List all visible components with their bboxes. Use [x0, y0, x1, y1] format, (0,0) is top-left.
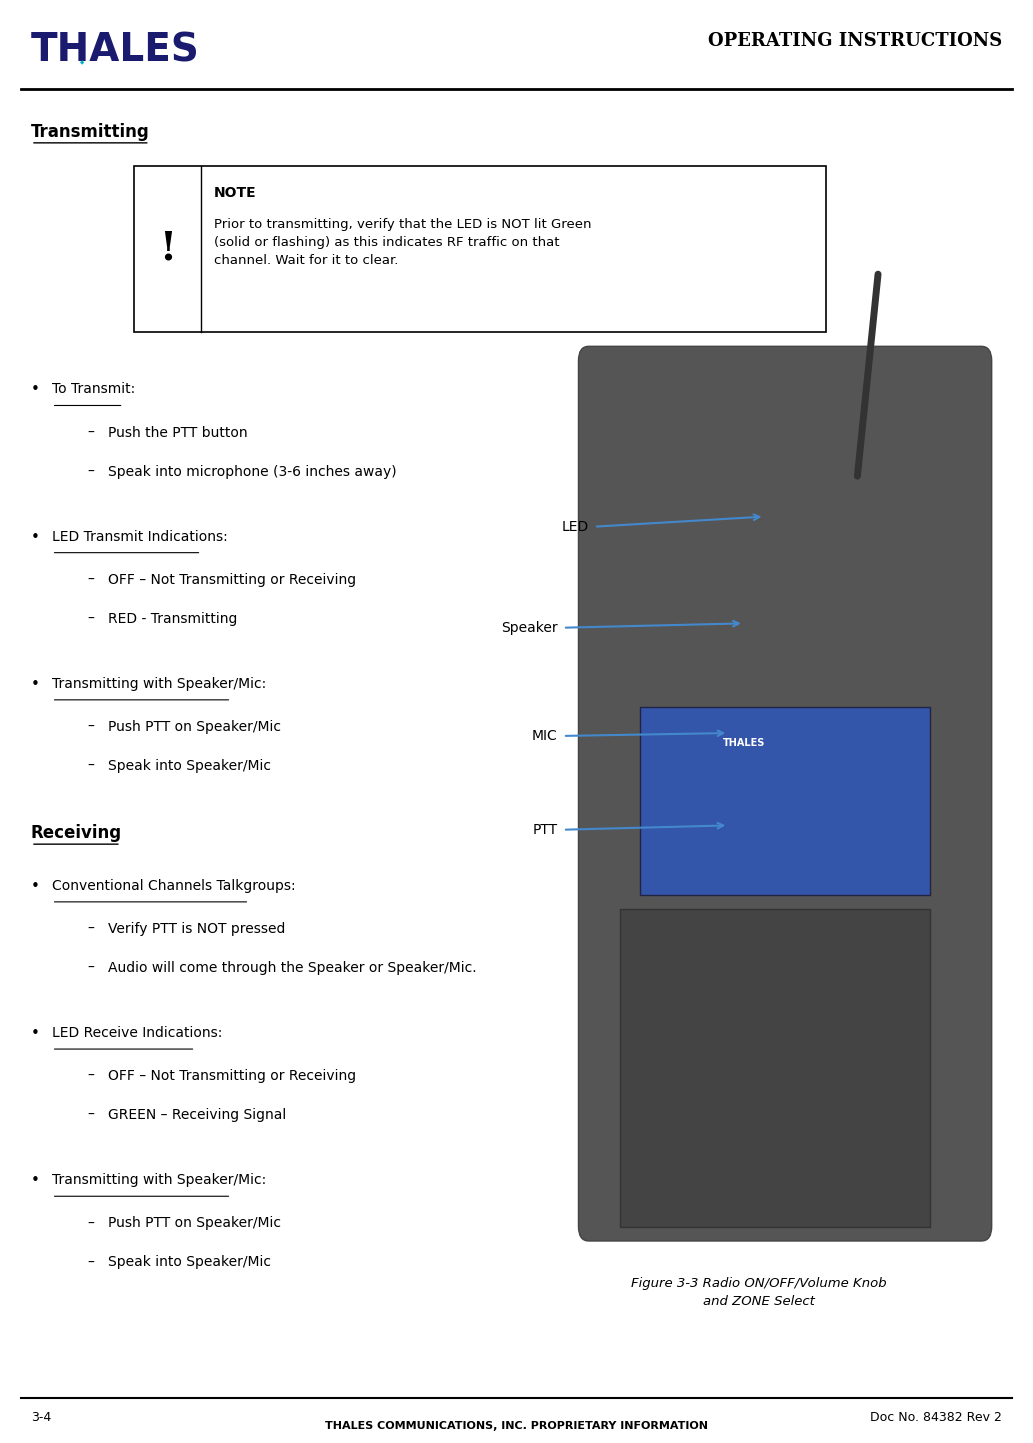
FancyBboxPatch shape [620, 909, 930, 1227]
FancyBboxPatch shape [578, 346, 992, 1241]
Text: LED: LED [562, 519, 589, 534]
FancyBboxPatch shape [640, 707, 930, 895]
Text: THALES COMMUNICATIONS, INC. PROPRIETARY INFORMATION: THALES COMMUNICATIONS, INC. PROPRIETARY … [325, 1421, 708, 1431]
Text: Audio will come through the Speaker or Speaker/Mic.: Audio will come through the Speaker or S… [108, 961, 477, 975]
Text: Figure 3-3 Radio ON/OFF/Volume Knob
and ZONE Select: Figure 3-3 Radio ON/OFF/Volume Knob and … [631, 1277, 887, 1307]
Text: •: • [31, 677, 40, 691]
Text: Prior to transmitting, verify that the LED is NOT lit Green
(solid or flashing) : Prior to transmitting, verify that the L… [214, 218, 591, 267]
Text: LED Transmit Indications:: LED Transmit Indications: [52, 530, 227, 544]
Text: NOTE: NOTE [214, 186, 256, 201]
Text: Transmitting with Speaker/Mic:: Transmitting with Speaker/Mic: [52, 1173, 265, 1188]
FancyBboxPatch shape [134, 166, 826, 332]
Text: 3-4: 3-4 [31, 1411, 52, 1424]
Text: Doc No. 84382 Rev 2: Doc No. 84382 Rev 2 [870, 1411, 1002, 1424]
Text: To Transmit:: To Transmit: [52, 382, 135, 397]
Text: LED Receive Indications:: LED Receive Indications: [52, 1026, 222, 1040]
Text: Conventional Channels Talkgroups:: Conventional Channels Talkgroups: [52, 879, 295, 893]
Text: Push PTT on Speaker/Mic: Push PTT on Speaker/Mic [108, 720, 281, 734]
Text: PTT: PTT [533, 823, 558, 837]
Text: ◆: ◆ [80, 61, 84, 65]
Text: –: – [88, 922, 95, 937]
Text: –: – [88, 465, 95, 479]
Text: –: – [88, 720, 95, 734]
Text: OFF – Not Transmitting or Receiving: OFF – Not Transmitting or Receiving [108, 1069, 356, 1084]
Text: –: – [88, 1069, 95, 1084]
Text: –: – [88, 612, 95, 626]
Text: Push PTT on Speaker/Mic: Push PTT on Speaker/Mic [108, 1216, 281, 1231]
Text: Receiving: Receiving [31, 824, 122, 841]
Text: •: • [31, 1026, 40, 1040]
Text: THALES: THALES [31, 32, 199, 69]
Text: –: – [88, 573, 95, 587]
Text: –: – [88, 1255, 95, 1270]
Text: –: – [88, 1216, 95, 1231]
Text: Speak into Speaker/Mic: Speak into Speaker/Mic [108, 1255, 272, 1270]
Text: GREEN – Receiving Signal: GREEN – Receiving Signal [108, 1108, 287, 1123]
Text: Speak into microphone (3-6 inches away): Speak into microphone (3-6 inches away) [108, 465, 397, 479]
Text: OFF – Not Transmitting or Receiving: OFF – Not Transmitting or Receiving [108, 573, 356, 587]
Text: •: • [31, 530, 40, 544]
Text: !: ! [159, 229, 176, 268]
Text: •: • [31, 1173, 40, 1188]
Text: OPERATING INSTRUCTIONS: OPERATING INSTRUCTIONS [708, 32, 1002, 49]
Text: –: – [88, 426, 95, 440]
Text: –: – [88, 759, 95, 773]
Text: Speak into Speaker/Mic: Speak into Speaker/Mic [108, 759, 272, 773]
Text: Transmitting with Speaker/Mic:: Transmitting with Speaker/Mic: [52, 677, 265, 691]
Text: Verify PTT is NOT pressed: Verify PTT is NOT pressed [108, 922, 286, 937]
Text: Transmitting: Transmitting [31, 123, 150, 140]
Text: MIC: MIC [532, 729, 558, 743]
Text: •: • [31, 879, 40, 893]
Text: Push the PTT button: Push the PTT button [108, 426, 248, 440]
Text: –: – [88, 961, 95, 975]
Text: –: – [88, 1108, 95, 1123]
Text: THALES: THALES [722, 739, 765, 747]
Text: Speaker: Speaker [501, 620, 558, 635]
Text: RED - Transmitting: RED - Transmitting [108, 612, 238, 626]
Text: •: • [31, 382, 40, 397]
